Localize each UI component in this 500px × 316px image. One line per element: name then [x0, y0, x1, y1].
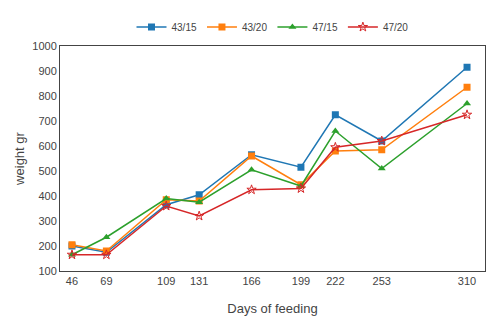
svg-text:166: 166 — [242, 275, 260, 287]
svg-text:43/20: 43/20 — [242, 22, 267, 33]
svg-text:47/15: 47/15 — [312, 22, 337, 33]
svg-text:253: 253 — [373, 275, 391, 287]
svg-text:200: 200 — [38, 240, 56, 252]
svg-text:900: 900 — [38, 65, 56, 77]
svg-text:1000: 1000 — [32, 40, 56, 52]
svg-text:69: 69 — [100, 275, 112, 287]
svg-text:43/15: 43/15 — [172, 22, 197, 33]
svg-text:131: 131 — [190, 275, 208, 287]
svg-text:Days of feeding: Days of feeding — [227, 301, 317, 316]
svg-text:47/20: 47/20 — [383, 22, 408, 33]
svg-text:300: 300 — [38, 215, 56, 227]
svg-text:500: 500 — [38, 165, 56, 177]
svg-text:310: 310 — [458, 275, 476, 287]
svg-text:46: 46 — [66, 275, 78, 287]
svg-text:700: 700 — [38, 115, 56, 127]
svg-text:weight gr: weight gr — [12, 131, 27, 185]
svg-text:400: 400 — [38, 190, 56, 202]
svg-text:199: 199 — [292, 275, 310, 287]
svg-text:600: 600 — [38, 140, 56, 152]
svg-text:100: 100 — [38, 265, 56, 277]
svg-text:222: 222 — [326, 275, 344, 287]
svg-text:109: 109 — [157, 275, 175, 287]
svg-text:800: 800 — [38, 90, 56, 102]
